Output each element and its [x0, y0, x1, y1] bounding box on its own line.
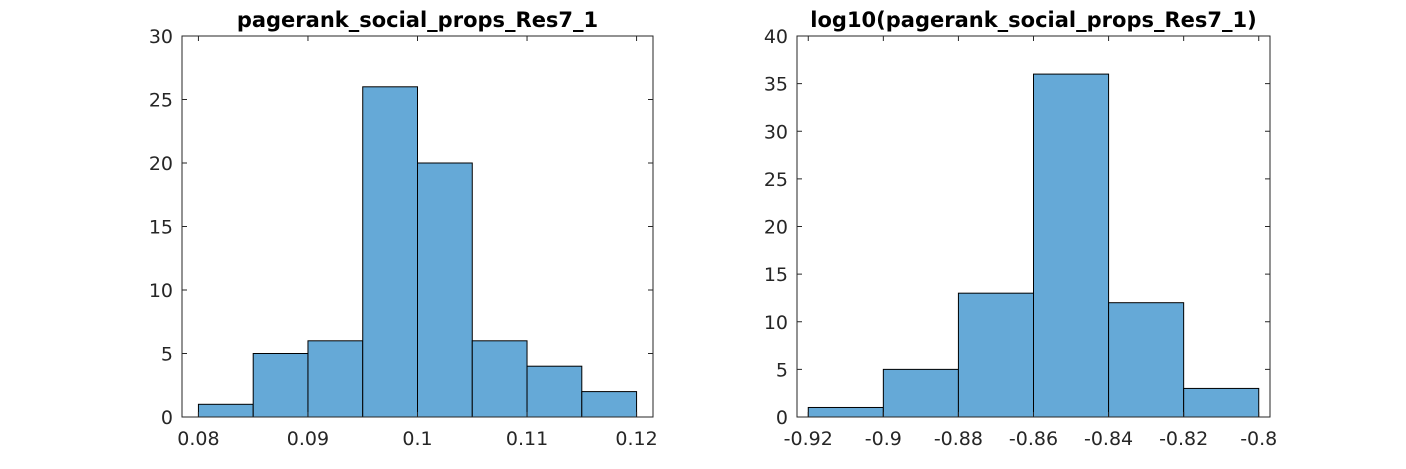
chart-title: pagerank_social_props_Res7_1 — [237, 8, 598, 32]
x-tick-label: 0.09 — [287, 428, 329, 450]
y-tick-label: 20 — [764, 217, 788, 239]
y-tick-label: 10 — [764, 312, 788, 334]
histogram-bar — [807, 406, 884, 418]
x-tick-label: 0.12 — [615, 428, 657, 450]
y-tick-label: 25 — [764, 169, 788, 191]
y-tick-label: 30 — [764, 121, 788, 143]
y-tick-label: 30 — [149, 26, 173, 48]
y-tick-label: 0 — [776, 407, 788, 429]
y-tick-label: 35 — [764, 74, 788, 96]
histogram-bar — [882, 368, 959, 418]
y-tick-label: 5 — [161, 344, 173, 366]
histogram-bar — [1033, 73, 1110, 418]
x-tick-label: -0.8 — [1240, 428, 1277, 450]
histogram-bar — [252, 353, 309, 418]
x-tick-label: 0.08 — [177, 428, 219, 450]
histogram-raw: 0.08 0.09 0.1 0.11 0.12 0 5 10 15 20 25 30 pagerank_… — [149, 8, 658, 450]
histogram-log10: -0.92 -0.9 -0.88 -0.86 -0.84 -0.82 -0.8 0 5 10 15 2… — [764, 8, 1277, 450]
histogram-bar — [307, 340, 364, 418]
histogram-bar — [471, 340, 528, 418]
x-tick-label: 0.1 — [402, 428, 432, 450]
histogram-bar — [526, 365, 583, 418]
x-tick-label: -0.86 — [1009, 428, 1058, 450]
histogram-bar — [197, 403, 254, 418]
histogram-bar — [957, 292, 1035, 418]
y-tick-label: 15 — [764, 264, 788, 286]
histogram-bar — [581, 391, 638, 418]
x-tick-label: -0.82 — [1159, 428, 1208, 450]
histogram-bar — [1183, 387, 1260, 418]
x-tick-label: 0.11 — [506, 428, 548, 450]
histogram-bar — [362, 86, 418, 418]
x-tick-label: -0.84 — [1084, 428, 1133, 450]
x-tick-label: -0.88 — [934, 428, 983, 450]
x-tick-label: -0.9 — [865, 428, 902, 450]
histogram-bar — [1108, 302, 1185, 418]
y-tick-label: 5 — [776, 359, 788, 381]
y-tick-label: 40 — [764, 26, 788, 48]
histogram-bar — [417, 162, 473, 418]
y-tick-label: 10 — [149, 280, 173, 302]
chart-title: log10(pagerank_social_props_Res7_1) — [810, 8, 1256, 32]
y-tick-label: 0 — [161, 407, 173, 429]
y-tick-label: 15 — [149, 217, 173, 239]
y-tick-label: 25 — [149, 90, 173, 112]
x-tick-label: -0.92 — [784, 428, 833, 450]
y-tick-label: 20 — [149, 153, 173, 175]
